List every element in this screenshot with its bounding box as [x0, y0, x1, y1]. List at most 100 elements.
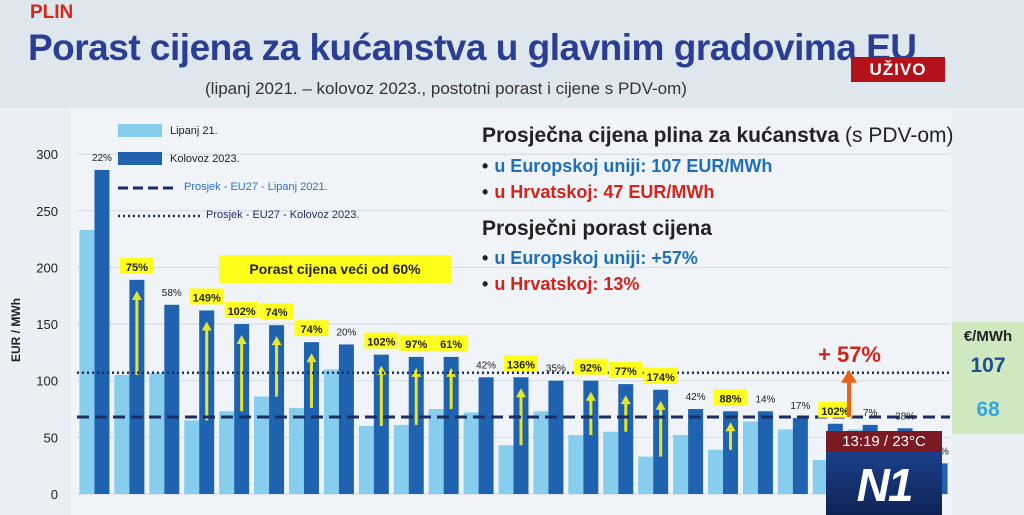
y-tick-label: 200	[36, 260, 58, 275]
bar-aug23	[757, 411, 773, 494]
pct-label: 102%	[228, 306, 256, 318]
bar-aug23	[618, 384, 634, 494]
bar-aug23	[478, 377, 494, 494]
pct-highlight	[364, 332, 399, 349]
y-tick-label: 250	[36, 204, 58, 219]
bar-jun21	[219, 411, 235, 494]
pct-label: 42%	[686, 392, 706, 403]
bar-jun21	[568, 435, 584, 494]
y-axis: 0 50 100 150 200 250 300 EUR / MWh	[9, 147, 58, 502]
bar-aug23	[443, 356, 459, 494]
price-heading-suffix: (s PDV-om)	[845, 124, 954, 147]
bar-jun21	[428, 409, 444, 494]
pct-label: 88%	[720, 393, 742, 405]
legend-aug23: Kolovoz 2023.	[170, 153, 240, 165]
pct-label: 97%	[405, 339, 427, 351]
eur-mwh-unit: €/MWh	[963, 328, 1013, 345]
live-badge: UŽIVO	[851, 57, 945, 82]
bar-jun21	[498, 445, 514, 494]
legend-swatch-aug23	[118, 152, 162, 165]
price-eu-line: • u Europskoj uniji: 107 EUR/MWh	[482, 156, 772, 177]
growth-arrowhead	[655, 400, 666, 410]
n1-logo-text: N1	[856, 459, 914, 511]
pct-label: 42%	[476, 360, 496, 371]
pct-label: 174%	[647, 372, 675, 384]
n1-logo: N1	[826, 452, 942, 515]
bar-jun21	[149, 372, 165, 494]
pct-highlight	[399, 334, 434, 351]
page-title: Porast cijena za kućanstva u glavnim gra…	[28, 27, 917, 68]
bar-aug23	[338, 344, 354, 494]
growth-arrowhead	[446, 367, 457, 377]
bullet: •	[482, 182, 489, 202]
legend-avg-aug23: Prosjek - EU27 - Kolovoz 2023.	[206, 209, 360, 221]
pct-highlight	[504, 355, 538, 372]
growth-eu-line: • u Europskoj uniji: +57%	[482, 248, 698, 269]
bar-aug23	[269, 325, 285, 494]
pct-label: 17%	[790, 401, 810, 412]
growth-arrowhead	[201, 321, 212, 331]
bar-aug23	[408, 356, 424, 494]
bar-jun21	[79, 230, 95, 495]
subtitle: (lipanj 2021. – kolovoz 2023., postotni …	[205, 79, 687, 98]
callout-over-60: Porast cijena veći od 60%	[219, 255, 451, 283]
pct-label: 14%	[755, 394, 775, 405]
legend-swatch-jun21	[118, 124, 162, 137]
bullet: •	[482, 248, 489, 268]
growth-hr-line: • u Hrvatskoj: 13%	[482, 274, 639, 295]
bar-aug23	[583, 380, 599, 494]
bar-jun21	[812, 460, 828, 494]
price-eu: u Europskoj uniji: 107 EUR/MWh	[494, 156, 773, 176]
y-axis-label: EUR / MWh	[9, 298, 23, 362]
bar-aug23	[792, 418, 808, 494]
legend-jun21: Lipanj 21.	[170, 125, 218, 137]
pct-label: 22%	[92, 153, 112, 164]
pct-highlight	[189, 288, 224, 305]
pct-label: 77%	[615, 366, 637, 378]
pct-highlight	[119, 257, 154, 274]
price-hr: u Hrvatskoj: 47 EUR/MWh	[494, 182, 715, 202]
bar-jun21	[777, 429, 793, 494]
pct-label: 136%	[507, 359, 535, 371]
y-tick-label: 150	[36, 317, 58, 332]
pct-label: 35%	[546, 364, 566, 375]
growth-hr: u Hrvatskoj: 13%	[494, 274, 640, 294]
bar-aug23	[723, 411, 739, 494]
growth-arrowhead	[411, 367, 422, 377]
growth-arrowhead	[131, 290, 142, 300]
growth-arrowhead	[585, 391, 596, 401]
pct-label: 92%	[580, 363, 602, 375]
y-tick-label: 300	[36, 147, 58, 162]
bar-jun21	[673, 435, 689, 494]
header-band	[0, 0, 1024, 108]
pct-highlight	[224, 302, 259, 319]
pct-label: 58%	[162, 288, 182, 299]
pct-highlight	[259, 303, 294, 320]
pct-highlight	[818, 401, 853, 418]
bar-jun21	[708, 449, 724, 494]
growth-arrowhead	[271, 336, 282, 346]
eur-avg-2021: 68	[976, 398, 1000, 421]
pct-labels: 22% 75% 58% 149% 102% 74% 74% 20% 102% 97% 61% 42% 1…	[92, 153, 949, 457]
growth-arrowhead	[725, 422, 736, 432]
pct-label: 74%	[300, 324, 322, 336]
growth-arrowhead	[620, 395, 631, 405]
bar-aug23	[94, 169, 110, 494]
pct-label: 38%	[895, 411, 915, 422]
y-tick-label: 50	[44, 430, 58, 445]
pct-label: 149%	[193, 292, 221, 304]
growth-heading: Prosječni porast cijena	[482, 217, 712, 240]
pct-label: 102%	[821, 406, 849, 418]
topic-label: PLIN	[30, 2, 74, 23]
y-tick-label: 0	[51, 487, 58, 502]
bar-aug23	[129, 279, 145, 494]
bar-aug23	[548, 380, 564, 494]
growth-arrowhead	[516, 388, 526, 398]
bar-jun21	[533, 411, 549, 494]
bullet: •	[482, 156, 489, 176]
bar-jun21	[742, 421, 758, 494]
bar-jun21	[254, 396, 270, 494]
pct-highlight	[643, 367, 678, 384]
eu-increase-arrow	[841, 369, 857, 417]
pct-highlight	[573, 358, 608, 375]
